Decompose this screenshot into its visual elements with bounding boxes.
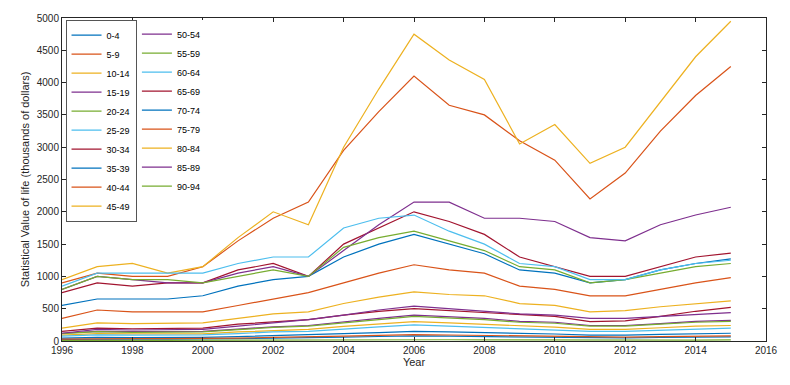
svg-text:Year: Year: [403, 356, 426, 368]
svg-text:50-54: 50-54: [177, 30, 200, 40]
svg-text:35-39: 35-39: [107, 164, 130, 174]
svg-text:85-89: 85-89: [177, 163, 200, 173]
svg-text:2500: 2500: [37, 174, 60, 185]
svg-text:55-59: 55-59: [177, 49, 200, 59]
svg-text:5-9: 5-9: [107, 50, 120, 60]
svg-text:15-19: 15-19: [107, 88, 130, 98]
svg-text:Statistical Value of life (tho: Statistical Value of life (thousands of …: [19, 72, 31, 288]
svg-text:2000: 2000: [192, 345, 215, 356]
svg-text:500: 500: [42, 303, 59, 314]
svg-text:2006: 2006: [403, 345, 426, 356]
svg-text:0-4: 0-4: [107, 31, 120, 41]
svg-text:2004: 2004: [332, 345, 355, 356]
svg-text:2000: 2000: [37, 206, 60, 217]
svg-text:2008: 2008: [473, 345, 496, 356]
svg-text:80-84: 80-84: [177, 144, 200, 154]
svg-text:3000: 3000: [37, 142, 60, 153]
svg-text:30-34: 30-34: [107, 145, 130, 155]
svg-text:1000: 1000: [37, 271, 60, 282]
svg-text:1996: 1996: [51, 345, 74, 356]
svg-text:2016: 2016: [755, 345, 778, 356]
svg-text:10-14: 10-14: [107, 69, 130, 79]
svg-text:5000: 5000: [37, 13, 60, 24]
svg-text:0: 0: [53, 336, 59, 347]
svg-text:4500: 4500: [37, 45, 60, 56]
svg-text:1998: 1998: [121, 345, 144, 356]
svg-text:3500: 3500: [37, 109, 60, 120]
svg-text:40-44: 40-44: [107, 183, 130, 193]
svg-text:90-94: 90-94: [177, 182, 200, 192]
svg-text:4000: 4000: [37, 77, 60, 88]
svg-text:2010: 2010: [544, 345, 567, 356]
svg-text:1500: 1500: [37, 239, 60, 250]
svg-text:45-49: 45-49: [107, 202, 130, 212]
svg-text:75-79: 75-79: [177, 125, 200, 135]
svg-text:2002: 2002: [262, 345, 285, 356]
svg-text:20-24: 20-24: [107, 107, 130, 117]
svg-text:2012: 2012: [614, 345, 637, 356]
svg-text:70-74: 70-74: [177, 106, 200, 116]
svg-text:65-69: 65-69: [177, 87, 200, 97]
svg-text:60-64: 60-64: [177, 68, 200, 78]
svg-text:2014: 2014: [684, 345, 707, 356]
svg-text:25-29: 25-29: [107, 126, 130, 136]
